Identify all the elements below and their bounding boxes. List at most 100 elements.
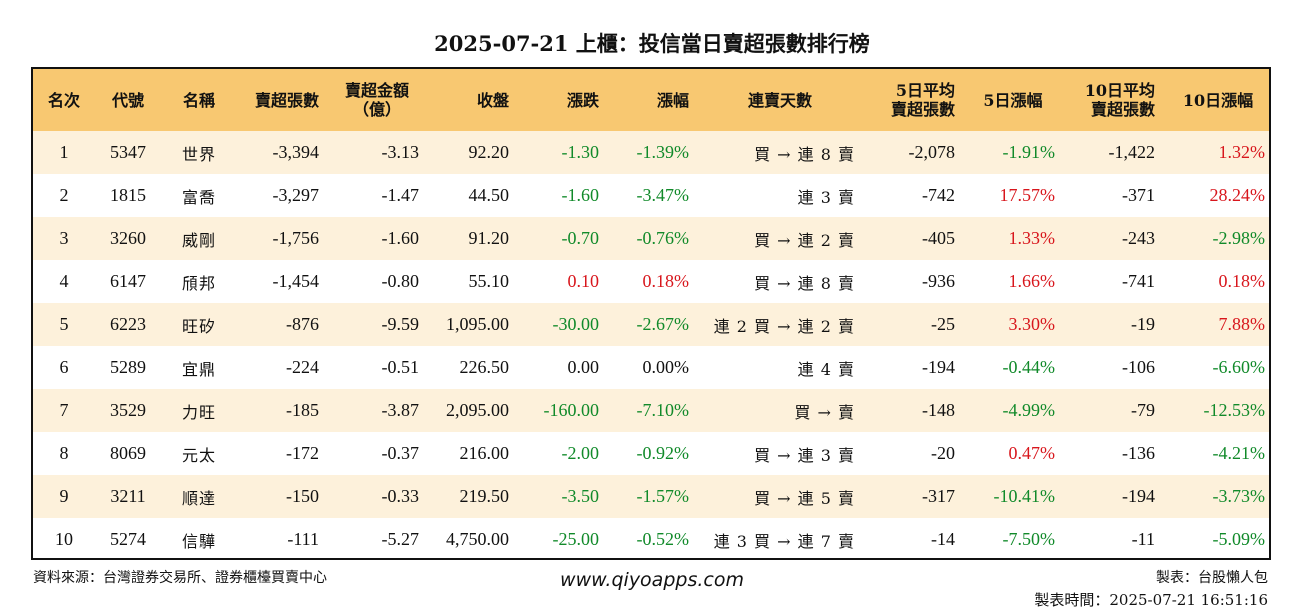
table-row: 4 6147 頎邦 -1,454 -0.80 55.10 0.10 0.18% … xyxy=(33,260,1269,303)
cell-code: 5274 xyxy=(110,529,146,549)
cell-change: -30.00 xyxy=(552,314,600,334)
page-title: 2025-07-21 上櫃：投信當日賣超張數排行榜 xyxy=(434,31,870,56)
cell-name: 順達 xyxy=(181,488,216,508)
table-header-row: 名次 代號 名稱 賣超張數 賣超金額 （億） 收盤 漲跌 漲幅 連賣天數 5日平… xyxy=(33,69,1269,131)
header-pct5: 5日漲幅 xyxy=(983,90,1043,110)
table-row: 9 3211 順達 -150 -0.33 219.50 -3.50 -1.57%… xyxy=(33,475,1269,518)
cell-change: -1.30 xyxy=(561,142,600,162)
header-streak: 連賣天數 xyxy=(747,90,812,110)
cell-pct10: 0.18% xyxy=(1218,271,1266,291)
cell-avg5: -936 xyxy=(922,271,955,291)
cell-name: 旺矽 xyxy=(181,316,216,336)
cell-avg5: -317 xyxy=(922,486,955,506)
cell-pct10: -4.21% xyxy=(1212,443,1266,463)
cell-change-pct: 0.00% xyxy=(642,357,690,377)
cell-sell-shares: -111 xyxy=(287,529,319,549)
cell-rank: 5 xyxy=(59,314,69,334)
cell-change-pct: -3.47% xyxy=(636,185,690,205)
cell-change-pct: -2.67% xyxy=(636,314,690,334)
cell-streak: 買 → 連 2 賣 xyxy=(754,230,855,250)
ranking-table: 名次 代號 名稱 賣超張數 賣超金額 （億） 收盤 漲跌 漲幅 連賣天數 5日平… xyxy=(31,67,1271,560)
cell-sell-amount: -0.80 xyxy=(381,271,420,291)
cell-code: 6223 xyxy=(110,314,146,334)
cell-code: 5347 xyxy=(110,142,146,162)
cell-pct10: -5.09% xyxy=(1212,529,1266,549)
cell-rank: 6 xyxy=(59,357,69,377)
cell-sell-shares: -224 xyxy=(286,357,319,377)
header-rank: 名次 xyxy=(47,90,80,110)
cell-sell-shares: -1,756 xyxy=(272,228,320,248)
cell-sell-amount: -3.13 xyxy=(381,142,420,162)
table-row: 6 5289 宜鼎 -224 -0.51 226.50 0.00 0.00% 連… xyxy=(33,346,1269,389)
cell-avg10: -741 xyxy=(1122,271,1155,291)
cell-streak: 買 → 連 3 賣 xyxy=(754,445,855,465)
cell-avg5: -742 xyxy=(922,185,955,205)
header-change: 漲跌 xyxy=(566,90,599,110)
cell-avg10: -371 xyxy=(1122,185,1155,205)
cell-streak: 買 → 連 5 賣 xyxy=(754,488,855,508)
cell-avg5: -194 xyxy=(922,357,955,377)
cell-streak: 連 2 買 → 連 2 賣 xyxy=(713,316,855,336)
cell-streak: 連 4 賣 xyxy=(797,359,855,379)
cell-change-pct: -1.57% xyxy=(636,486,690,506)
cell-name: 富喬 xyxy=(181,187,216,207)
header-sell-shares: 賣超張數 xyxy=(254,90,319,110)
cell-streak: 買 → 連 8 賣 xyxy=(754,144,855,164)
cell-code: 3211 xyxy=(110,486,146,506)
header-sell-amount: 賣超金額 （億） xyxy=(344,81,409,119)
cell-name: 信驊 xyxy=(181,531,216,551)
cell-change: -1.60 xyxy=(561,185,600,205)
cell-avg10: -1,422 xyxy=(1108,142,1156,162)
cell-avg10: -19 xyxy=(1131,314,1155,334)
cell-name: 元太 xyxy=(181,445,216,465)
cell-code: 3260 xyxy=(110,228,146,248)
cell-close: 55.10 xyxy=(468,271,510,291)
cell-code: 5289 xyxy=(110,357,146,377)
cell-change-pct: -1.39% xyxy=(636,142,690,162)
cell-avg10: -79 xyxy=(1131,400,1155,420)
cell-pct5: -0.44% xyxy=(1002,357,1056,377)
cell-pct5: 17.57% xyxy=(999,185,1056,205)
cell-avg10: -243 xyxy=(1122,228,1155,248)
cell-pct10: 28.24% xyxy=(1209,185,1266,205)
cell-change: -160.00 xyxy=(543,400,600,420)
cell-sell-shares: -150 xyxy=(286,486,319,506)
cell-change: -3.50 xyxy=(561,486,600,506)
cell-name: 宜鼎 xyxy=(181,359,216,379)
cell-change-pct: -0.76% xyxy=(636,228,690,248)
table-body: 1 5347 世界 -3,394 -3.13 92.20 -1.30 -1.39… xyxy=(33,131,1269,558)
cell-rank: 2 xyxy=(59,185,69,205)
cell-streak: 連 3 買 → 連 7 賣 xyxy=(713,531,855,551)
cell-sell-amount: -0.51 xyxy=(381,357,420,377)
cell-change-pct: -7.10% xyxy=(636,400,690,420)
cell-sell-amount: -3.87 xyxy=(381,400,420,420)
data-source-note: 資料來源：台灣證券交易所、證券櫃檯買賣中心 xyxy=(33,570,327,586)
cell-close: 1,095.00 xyxy=(446,314,509,334)
cell-streak: 連 3 賣 xyxy=(797,187,855,207)
table-row: 3 3260 威剛 -1,756 -1.60 91.20 -0.70 -0.76… xyxy=(33,217,1269,260)
cell-name: 世界 xyxy=(181,144,216,164)
cell-streak: 買 → 連 8 賣 xyxy=(754,273,855,293)
cell-sell-amount: -9.59 xyxy=(381,314,420,334)
cell-sell-shares: -172 xyxy=(286,443,319,463)
cell-change-pct: -0.92% xyxy=(636,443,690,463)
website-link[interactable]: www.qiyoapps.com xyxy=(560,569,744,591)
cell-pct5: -1.91% xyxy=(1002,142,1056,162)
cell-code: 6147 xyxy=(110,271,146,291)
cell-pct5: -4.99% xyxy=(1002,400,1056,420)
cell-sell-amount: -5.27 xyxy=(381,529,420,549)
cell-sell-amount: -0.33 xyxy=(381,486,420,506)
cell-code: 3529 xyxy=(110,400,146,420)
cell-avg5: -2,078 xyxy=(908,142,956,162)
cell-change: -0.70 xyxy=(561,228,600,248)
cell-pct5: -7.50% xyxy=(1002,529,1056,549)
cell-close: 4,750.00 xyxy=(446,529,509,549)
cell-close: 219.50 xyxy=(459,486,510,506)
header-close: 收盤 xyxy=(476,90,509,110)
cell-name: 頎邦 xyxy=(181,273,216,293)
cell-sell-shares: -185 xyxy=(286,400,319,420)
cell-code: 8069 xyxy=(110,443,146,463)
cell-pct5: 1.33% xyxy=(1008,228,1056,248)
cell-avg10: -11 xyxy=(1131,529,1155,549)
cell-change: 0.00 xyxy=(567,357,600,377)
